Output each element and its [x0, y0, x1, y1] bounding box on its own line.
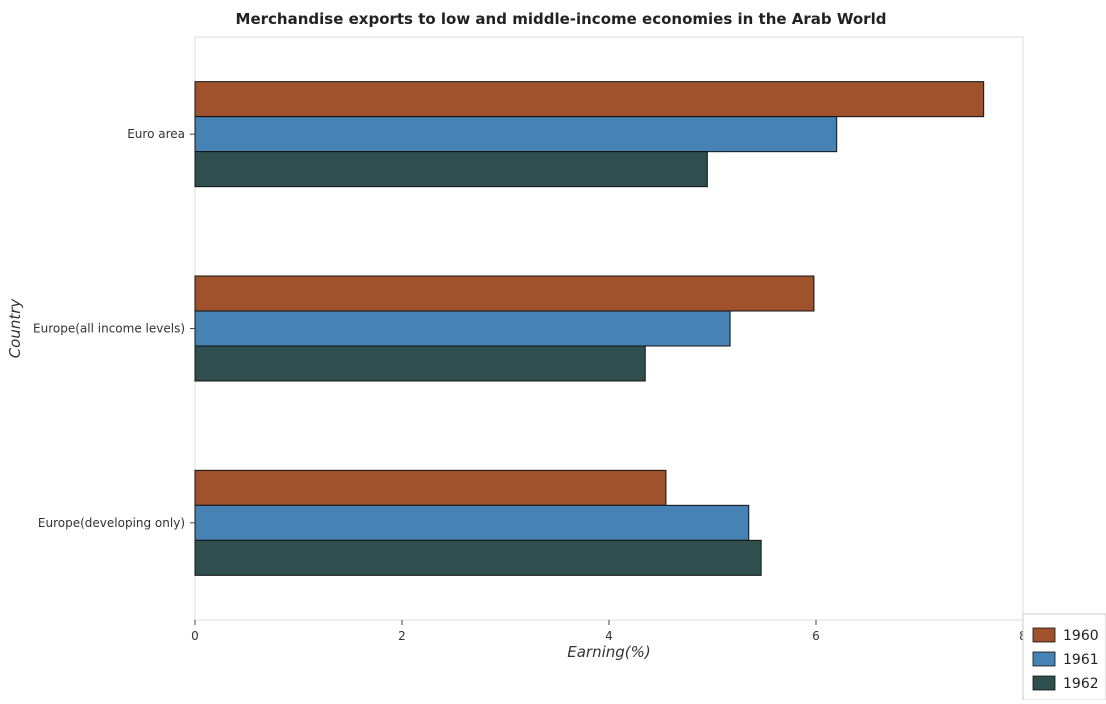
bar-1960-3 [194, 469, 667, 506]
bar-1962-1 [194, 151, 708, 188]
legend-swatch-1960 [1032, 627, 1056, 643]
bars-layer [194, 81, 985, 576]
x-tick-label: 6 [812, 629, 820, 643]
bar-1961-1 [194, 116, 838, 153]
legend-label-1960: 1960 [1063, 628, 1099, 644]
chart-title: Merchandise exports to low and middle-in… [236, 10, 887, 28]
x-tick-label: 4 [605, 629, 613, 643]
bar-1962-3 [194, 539, 762, 576]
y-tick-label: Euro area [127, 127, 185, 141]
y-axis-title: Country [6, 298, 24, 359]
legend-label-1961: 1961 [1063, 652, 1099, 668]
x-tick-label: 2 [398, 629, 406, 643]
axis-layer: Euro area Europe(all income levels) Europe… [33, 127, 1027, 643]
y-tick-label: Europe(developing only) [38, 516, 185, 530]
bar-1960-1 [194, 81, 985, 118]
x-axis-title: Earning(%) [567, 643, 651, 661]
bar-1960-2 [194, 275, 815, 312]
bar-1961-2 [194, 310, 731, 347]
x-tick-label: 0 [191, 629, 199, 643]
y-tick-label: Europe(all income levels) [33, 322, 185, 336]
legend: 1960 1961 1962 [1022, 613, 1106, 701]
legend-swatch-1962 [1032, 675, 1056, 691]
legend-label-1962: 1962 [1063, 676, 1099, 692]
legend-swatch-1961 [1032, 651, 1056, 667]
bar-1961-3 [194, 504, 750, 541]
bar-1962-2 [194, 345, 646, 382]
